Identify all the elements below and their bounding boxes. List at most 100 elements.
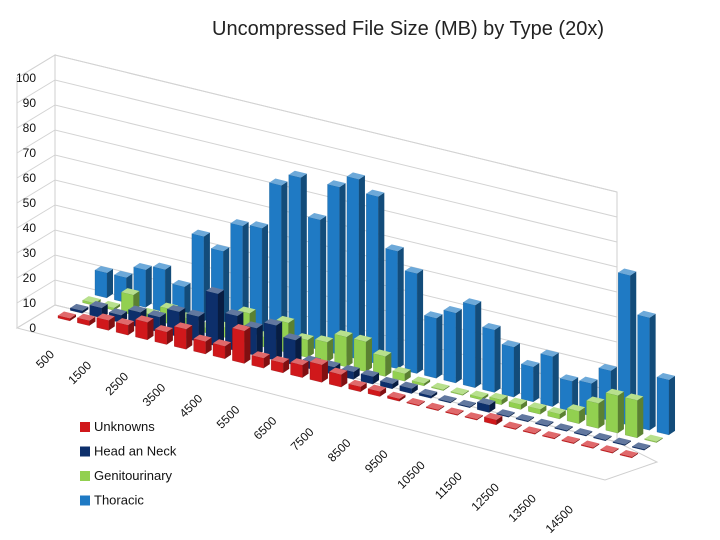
chart-title: Uncompressed File Size (MB) by Type (20x…: [212, 18, 604, 40]
y-tick-label: 70: [23, 146, 37, 160]
gridline: [16, 154, 618, 293]
bar: [559, 374, 579, 412]
x-tick-label: 4500: [177, 391, 206, 420]
y-tick-label: 80: [23, 121, 37, 135]
bar: [329, 367, 348, 388]
gridline: [16, 104, 618, 243]
bar: [619, 450, 639, 459]
legend-label: Head an Neck: [94, 444, 177, 459]
bar: [263, 318, 283, 361]
bar: [373, 349, 392, 377]
y-tick-label: 100: [16, 71, 36, 85]
x-tick-label: 8500: [325, 436, 354, 465]
bar: [593, 432, 612, 442]
legend-item: Head an Neck: [80, 444, 177, 459]
gridline: [16, 179, 618, 318]
y-tick-label: 40: [23, 221, 37, 235]
bar: [644, 434, 663, 443]
bar: [515, 413, 535, 423]
x-tick-label: 2500: [102, 369, 131, 398]
x-tick-label: 7500: [288, 425, 317, 454]
legend-item: Thoracic: [80, 493, 144, 508]
y-tick-label: 20: [23, 271, 37, 285]
bar: [367, 384, 387, 397]
bar: [404, 266, 424, 374]
legend-swatch: [80, 495, 90, 506]
bar: [212, 339, 232, 359]
gridline: [16, 129, 618, 268]
bar: [438, 395, 457, 404]
x-tick-label: 9500: [362, 447, 391, 476]
bar: [288, 170, 307, 346]
bar: [443, 306, 462, 384]
bar: [353, 334, 372, 372]
bar: [540, 349, 559, 407]
bar: [411, 376, 431, 387]
legend-label: Unknowns: [94, 419, 155, 434]
bar: [380, 376, 399, 390]
bar: [445, 407, 464, 416]
bar: [463, 298, 482, 388]
bar: [554, 423, 573, 432]
series-thoracic: [94, 170, 676, 436]
bar: [632, 442, 651, 451]
gridline: [16, 79, 618, 218]
legend-item: Genitourinary: [80, 468, 173, 483]
bar: [96, 313, 115, 331]
bar: [574, 428, 593, 437]
bar: [154, 325, 173, 345]
x-tick-label: 11500: [432, 469, 465, 502]
x-tick-label: 1500: [65, 358, 94, 387]
bar: [484, 412, 503, 426]
legend-label: Genitourinary: [94, 468, 173, 483]
bar: [508, 397, 528, 410]
legend-swatch: [80, 446, 90, 457]
legend-item: Unknowns: [80, 419, 155, 434]
bar: [295, 333, 314, 358]
bar: [489, 392, 508, 405]
bar: [656, 373, 676, 436]
legend-swatch: [80, 422, 90, 432]
bar: [327, 180, 346, 355]
bar: [249, 221, 269, 336]
bar: [399, 381, 418, 394]
x-tick-label: 6500: [251, 414, 280, 443]
bar: [477, 398, 496, 413]
y-tick-label: 30: [23, 246, 37, 260]
bar: [309, 357, 328, 383]
bar: [135, 315, 154, 341]
bar: [269, 178, 288, 341]
x-tick-label: 10500: [394, 458, 428, 492]
gridline: [16, 54, 618, 193]
y-tick-label: 0: [29, 321, 36, 335]
y-tick-label: 60: [23, 171, 37, 185]
bars: [57, 170, 676, 459]
gridline: [16, 204, 618, 343]
x-tick-label: 13500: [506, 491, 540, 525]
x-tick-label: 500: [33, 347, 57, 371]
bar: [431, 382, 450, 391]
x-tick-label: 14500: [543, 502, 577, 536]
legend-swatch: [80, 471, 90, 481]
bar: [152, 262, 172, 313]
bar: [457, 399, 476, 408]
bar: [290, 358, 309, 378]
bar: [205, 286, 225, 347]
bar: [308, 212, 327, 351]
bar: [115, 318, 135, 336]
bar: [600, 445, 619, 454]
bar: [315, 335, 334, 363]
bar: [496, 409, 515, 418]
bar: [450, 387, 469, 396]
bar: [503, 421, 522, 430]
bar: [501, 340, 520, 398]
bar: [271, 355, 290, 374]
bar: [387, 391, 406, 402]
bar: [70, 303, 89, 314]
y-tick-label: 50: [23, 196, 37, 210]
bar: [232, 324, 251, 364]
bar: [334, 330, 353, 368]
bar: [424, 311, 443, 379]
bar: [482, 322, 501, 393]
bar: [625, 393, 644, 439]
